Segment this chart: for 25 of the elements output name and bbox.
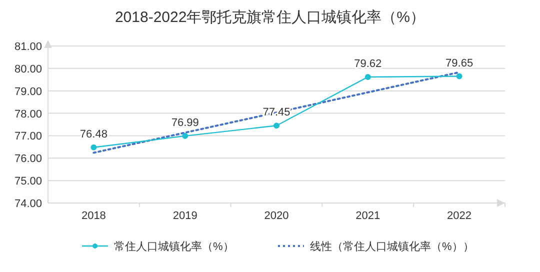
y-tick-label: 77.00 [14,130,42,143]
data-label: 79.65 [446,57,474,70]
x-tick-label: 2019 [172,210,198,222]
legend-label: 线性（常住人口城镇化率（%）） [310,240,474,253]
y-tick-label: 79.00 [14,86,42,98]
y-tick-label: 81.00 [14,41,42,53]
x-tick-label: 2018 [81,210,106,222]
x-tick-label: 2020 [264,210,289,222]
y-tick-label: 75.00 [14,176,42,188]
y-tick-label: 80.00 [14,63,42,76]
legend-label: 常住人口城镇化率（%） [114,240,234,253]
chart-title: 2018-2022年鄂托克旗常住人口城镇化率（%） [114,9,426,26]
point [456,73,462,80]
point [182,132,188,139]
x-tick-label: 2022 [447,210,472,222]
y-tick-label: 78.00 [14,108,42,120]
data-label: 76.48 [80,128,108,140]
point [364,74,371,80]
y-tick-label: 76.00 [14,153,42,166]
point [274,122,280,129]
point [90,144,97,150]
data-label: 76.99 [171,116,199,129]
x-tick-label: 2021 [356,210,380,222]
y-tick-label: 74.00 [14,198,42,210]
data-label: 79.62 [354,58,382,70]
